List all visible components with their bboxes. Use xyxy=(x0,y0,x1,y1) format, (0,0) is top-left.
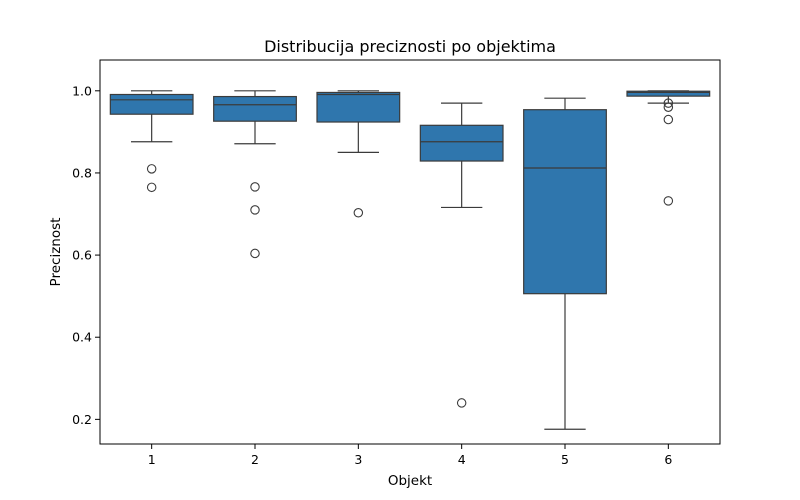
outlier-point xyxy=(456,398,467,408)
x-axis-label: Objekt xyxy=(388,473,432,489)
x-tick-label: 6 xyxy=(664,452,672,467)
y-tick-label: 1.0 xyxy=(72,83,92,98)
x-tick-label: 4 xyxy=(458,452,466,467)
outlier-point xyxy=(146,182,157,193)
outlier-point xyxy=(663,196,674,206)
x-tick-label: 3 xyxy=(354,452,362,467)
x-axis: 1 2 3 4 5 6 xyxy=(148,444,672,467)
box-iqr xyxy=(523,109,607,295)
plot-frame xyxy=(99,59,721,445)
x-tick-label: 2 xyxy=(251,452,259,467)
outlier-point xyxy=(663,114,674,125)
box-iqr xyxy=(419,124,504,162)
box-iqr xyxy=(316,91,401,123)
outlier-point xyxy=(250,248,260,259)
x-tick-label: 1 xyxy=(148,452,156,467)
box-category-3 xyxy=(316,90,401,218)
outlier-point xyxy=(250,182,260,192)
box-iqr xyxy=(626,90,711,97)
box-category-4 xyxy=(419,102,504,408)
box-category-6 xyxy=(626,90,711,206)
box-iqr xyxy=(109,93,194,115)
y-tick-label: 0.6 xyxy=(72,248,92,263)
box-category-1 xyxy=(109,90,194,193)
box-category-5 xyxy=(523,97,607,430)
y-tick-label: 0.4 xyxy=(72,330,92,345)
y-axis-label: Preciznost xyxy=(48,218,64,287)
y-tick-label: 0.2 xyxy=(72,412,92,427)
y-axis: 0.2 0.4 0.6 0.8 1.0 xyxy=(72,83,100,427)
plot-boxes xyxy=(109,90,711,430)
outlier-point xyxy=(353,208,364,218)
box-iqr xyxy=(213,95,297,122)
outlier-point xyxy=(250,205,260,215)
outlier-point xyxy=(146,164,157,174)
box-category-2 xyxy=(213,90,297,259)
chart-title: Distribucija preciznosti po objektima xyxy=(264,37,556,56)
outlier-point xyxy=(663,98,674,108)
y-tick-label: 0.8 xyxy=(72,165,92,180)
x-tick-label: 5 xyxy=(561,452,569,467)
outlier-point xyxy=(663,102,674,112)
